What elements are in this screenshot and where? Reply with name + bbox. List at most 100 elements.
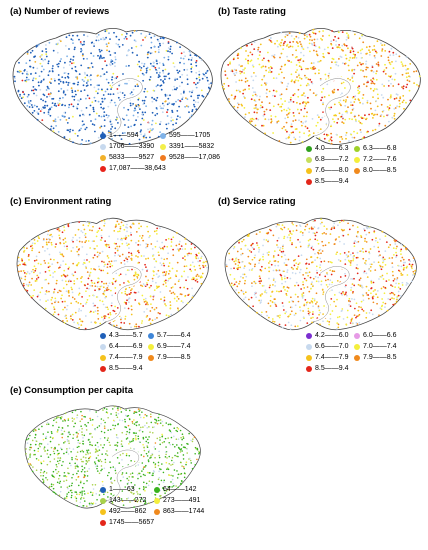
map-point bbox=[350, 30, 353, 32]
map-point bbox=[50, 106, 53, 109]
map-point bbox=[176, 110, 179, 112]
map-point bbox=[317, 242, 320, 245]
map-point bbox=[252, 94, 254, 97]
map-point bbox=[184, 105, 187, 108]
map-point bbox=[336, 121, 339, 124]
legend-item: 1745——5657 bbox=[100, 517, 154, 528]
map-point bbox=[384, 286, 387, 289]
map-point bbox=[400, 265, 403, 268]
map-point bbox=[72, 34, 74, 37]
map-point bbox=[108, 246, 111, 249]
map-point bbox=[60, 274, 63, 277]
map-point bbox=[151, 277, 154, 280]
map-point bbox=[181, 433, 184, 435]
map-point bbox=[106, 450, 108, 452]
map-point bbox=[289, 232, 292, 234]
map-point bbox=[56, 63, 59, 66]
map-point bbox=[17, 270, 20, 273]
map-point bbox=[196, 458, 198, 461]
map-point bbox=[381, 50, 383, 52]
map-point bbox=[71, 239, 74, 242]
map-point bbox=[165, 238, 167, 241]
map-point bbox=[298, 131, 301, 134]
legend-item: 5833——9527 bbox=[100, 152, 160, 163]
map-point bbox=[96, 75, 99, 77]
map-point bbox=[256, 311, 258, 314]
map-point bbox=[408, 75, 410, 78]
map-point bbox=[136, 83, 139, 86]
map-point bbox=[69, 60, 72, 63]
map-point bbox=[114, 287, 117, 289]
map-point bbox=[269, 299, 272, 302]
map-point bbox=[152, 128, 154, 130]
map-point bbox=[341, 121, 344, 123]
map-point bbox=[266, 252, 269, 254]
map-point bbox=[335, 40, 338, 43]
legend-label: 7.6——8.0 bbox=[315, 167, 349, 174]
map-point bbox=[344, 62, 347, 65]
map-point bbox=[23, 249, 26, 252]
map-point bbox=[81, 78, 84, 81]
map-point bbox=[94, 484, 97, 486]
map-point bbox=[156, 84, 159, 86]
map-point bbox=[28, 259, 30, 261]
map-point bbox=[87, 449, 90, 451]
map-point bbox=[126, 299, 128, 302]
map-point bbox=[195, 86, 198, 89]
map-point bbox=[76, 77, 79, 80]
map-point bbox=[134, 299, 137, 301]
map-point bbox=[246, 235, 249, 237]
map-point bbox=[77, 81, 80, 84]
map-point bbox=[251, 242, 254, 245]
map-point bbox=[133, 506, 135, 508]
map-point bbox=[356, 226, 359, 229]
map-point bbox=[376, 296, 379, 299]
map-point bbox=[290, 73, 293, 76]
map-point bbox=[338, 58, 340, 60]
map-point bbox=[291, 243, 293, 246]
map-point bbox=[89, 284, 92, 287]
map-point bbox=[169, 50, 172, 53]
map-point bbox=[364, 114, 366, 117]
map-point bbox=[70, 451, 72, 453]
map-point bbox=[141, 111, 144, 114]
map-point bbox=[185, 97, 187, 99]
map-point bbox=[270, 118, 273, 121]
map-point bbox=[259, 282, 261, 285]
map-point bbox=[326, 272, 328, 274]
map-point bbox=[351, 298, 353, 300]
map-point bbox=[150, 456, 152, 459]
map-point bbox=[113, 61, 116, 64]
map-point bbox=[306, 46, 309, 49]
map-point bbox=[119, 227, 122, 230]
map-point bbox=[258, 262, 260, 265]
map-point bbox=[105, 43, 108, 46]
map-point bbox=[74, 467, 77, 469]
map-point bbox=[96, 498, 98, 501]
map-point bbox=[63, 245, 66, 248]
map-point bbox=[262, 65, 265, 68]
map-point bbox=[328, 106, 330, 109]
map-point bbox=[313, 68, 315, 70]
map-point bbox=[79, 98, 82, 101]
map-point bbox=[124, 486, 127, 488]
map-point bbox=[372, 301, 375, 304]
map-point bbox=[303, 115, 305, 118]
map-point bbox=[366, 101, 369, 104]
map-point bbox=[113, 427, 116, 430]
map-point bbox=[348, 297, 351, 300]
map-point bbox=[368, 312, 371, 314]
map-point bbox=[180, 479, 183, 482]
map-point bbox=[57, 65, 60, 68]
map-point bbox=[363, 83, 365, 86]
map-point bbox=[155, 419, 157, 421]
map-point bbox=[55, 282, 58, 285]
map-point bbox=[40, 462, 43, 465]
map-point bbox=[93, 247, 96, 250]
map-point bbox=[132, 438, 134, 440]
map-point bbox=[51, 67, 54, 70]
map-point bbox=[374, 289, 376, 291]
map-point bbox=[266, 314, 269, 317]
map-point bbox=[69, 130, 71, 133]
map-point bbox=[296, 108, 299, 111]
